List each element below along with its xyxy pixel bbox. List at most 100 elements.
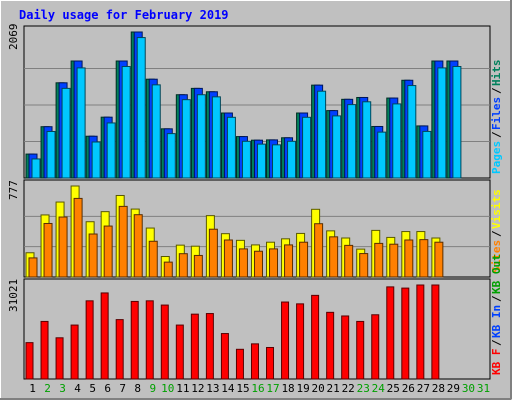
- bar-kb-f-day-18: [281, 301, 290, 380]
- bar-pages-day-14: [226, 116, 236, 179]
- day-label-11: 11: [176, 382, 189, 395]
- day-label-5: 5: [89, 382, 96, 395]
- day-label-18: 18: [281, 382, 294, 395]
- bar-kb-f-day-7: [115, 319, 124, 380]
- bar-kb-f-day-14: [220, 333, 229, 380]
- legend-item-0: Sites: [490, 240, 503, 273]
- bar-pages-day-27: [422, 130, 432, 179]
- bar-sites-day-10: [163, 261, 173, 278]
- bar-pages-day-8: [136, 37, 146, 179]
- bar-pages-day-10: [166, 133, 176, 179]
- bar-sites-day-21: [329, 236, 339, 278]
- bar-pages-day-4: [76, 67, 86, 179]
- day-label-16: 16: [251, 382, 264, 395]
- bar-kb-f-day-28: [431, 284, 440, 380]
- day-label-27: 27: [417, 382, 430, 395]
- bar-sites-day-18: [284, 244, 294, 278]
- legend-item-0: KB F: [490, 349, 503, 376]
- bar-sites-day-16: [253, 250, 263, 278]
- bar-pages-day-18: [287, 140, 297, 179]
- bar-pages-day-16: [256, 143, 266, 179]
- bar-sites-day-15: [238, 248, 248, 278]
- day-label-20: 20: [312, 382, 325, 395]
- bar-sites-day-20: [314, 223, 324, 278]
- bar-sites-day-6: [103, 225, 113, 278]
- bar-sites-day-7: [118, 205, 128, 278]
- legend-item-3: /: [490, 295, 503, 302]
- bar-pages-day-17: [272, 144, 282, 179]
- bar-kb-f-day-25: [386, 286, 395, 380]
- bar-sites-day-11: [178, 253, 188, 278]
- bar-kb-f-day-21: [326, 311, 335, 380]
- bar-pages-day-3: [61, 87, 71, 179]
- day-label-12: 12: [191, 382, 204, 395]
- day-label-9: 9: [149, 382, 156, 395]
- bar-kb-f-day-20: [311, 294, 320, 380]
- bar-sites-day-12: [193, 254, 203, 278]
- bar-pages-day-24: [377, 131, 387, 179]
- bar-sites-day-3: [58, 216, 68, 278]
- legend-item-4: KB Out: [490, 254, 503, 294]
- bar-kb-f-day-2: [40, 320, 49, 380]
- bar-sites-day-27: [419, 239, 429, 278]
- bar-kb-f-day-15: [235, 348, 244, 380]
- day-label-26: 26: [402, 382, 415, 395]
- day-label-14: 14: [221, 382, 235, 395]
- panel-1-max-label: 2069: [7, 24, 20, 51]
- bar-kb-f-day-16: [250, 343, 259, 380]
- bar-kb-f-day-10: [160, 304, 169, 380]
- bar-kb-f-day-3: [55, 337, 64, 380]
- kbytes-panel: 31021 KB F/KB In/KB Out: [7, 254, 503, 380]
- day-label-2: 2: [44, 382, 51, 395]
- bar-sites-day-22: [344, 244, 354, 278]
- bar-kb-f-day-4: [70, 324, 79, 380]
- bar-kb-f-day-24: [371, 314, 380, 380]
- bar-sites-day-26: [404, 239, 414, 278]
- bar-pages-day-13: [211, 96, 221, 179]
- bar-pages-day-28: [437, 67, 447, 179]
- day-label-6: 6: [104, 382, 111, 395]
- bar-pages-day-21: [332, 115, 342, 179]
- bar-pages-day-2: [46, 130, 56, 179]
- day-label-3: 3: [59, 382, 66, 395]
- day-label-19: 19: [296, 382, 309, 395]
- day-label-23: 23: [357, 382, 370, 395]
- bar-sites-day-9: [148, 240, 158, 278]
- bar-pages-day-15: [241, 140, 251, 179]
- bar-sites-day-1: [28, 257, 38, 278]
- bar-kb-f-day-19: [296, 303, 305, 380]
- bar-kb-f-day-12: [190, 313, 199, 380]
- day-label-25: 25: [387, 382, 400, 395]
- day-label-28: 28: [432, 382, 445, 395]
- legend-item-2: Visits: [490, 189, 503, 229]
- bar-sites-day-24: [374, 242, 384, 278]
- bar-kb-f-day-8: [130, 300, 139, 380]
- day-label-7: 7: [119, 382, 126, 395]
- hits-files-pages-panel: 2069 Pages/Files/Hits: [7, 24, 503, 179]
- day-label-4: 4: [74, 382, 81, 395]
- panel-1-legend: Pages/Files/Hits: [490, 60, 503, 175]
- bar-sites-day-2: [43, 222, 53, 278]
- bar-pages-day-9: [151, 84, 161, 179]
- bar-pages-day-12: [196, 94, 206, 179]
- legend-item-1: /: [490, 131, 503, 138]
- bar-kb-f-day-1: [25, 342, 34, 380]
- legend-item-0: Pages: [490, 141, 503, 174]
- bar-pages-day-23: [362, 101, 372, 179]
- legend-item-4: Hits: [490, 60, 503, 87]
- panel-3-max-label: 31021: [7, 279, 20, 312]
- bar-kb-f-day-6: [100, 292, 109, 380]
- bar-kb-f-day-22: [341, 315, 350, 380]
- bar-sites-day-13: [208, 228, 218, 278]
- bar-sites-day-4: [73, 197, 83, 278]
- bar-pages-day-19: [302, 116, 312, 179]
- bar-pages-day-29: [452, 66, 462, 179]
- legend-item-3: /: [490, 87, 503, 94]
- bar-sites-day-14: [223, 239, 233, 278]
- bar-pages-day-26: [407, 85, 417, 179]
- bar-kb-f-day-5: [85, 300, 94, 380]
- bar-pages-day-20: [317, 90, 327, 179]
- legend-item-2: KB In: [490, 305, 503, 338]
- bar-pages-day-6: [106, 122, 116, 179]
